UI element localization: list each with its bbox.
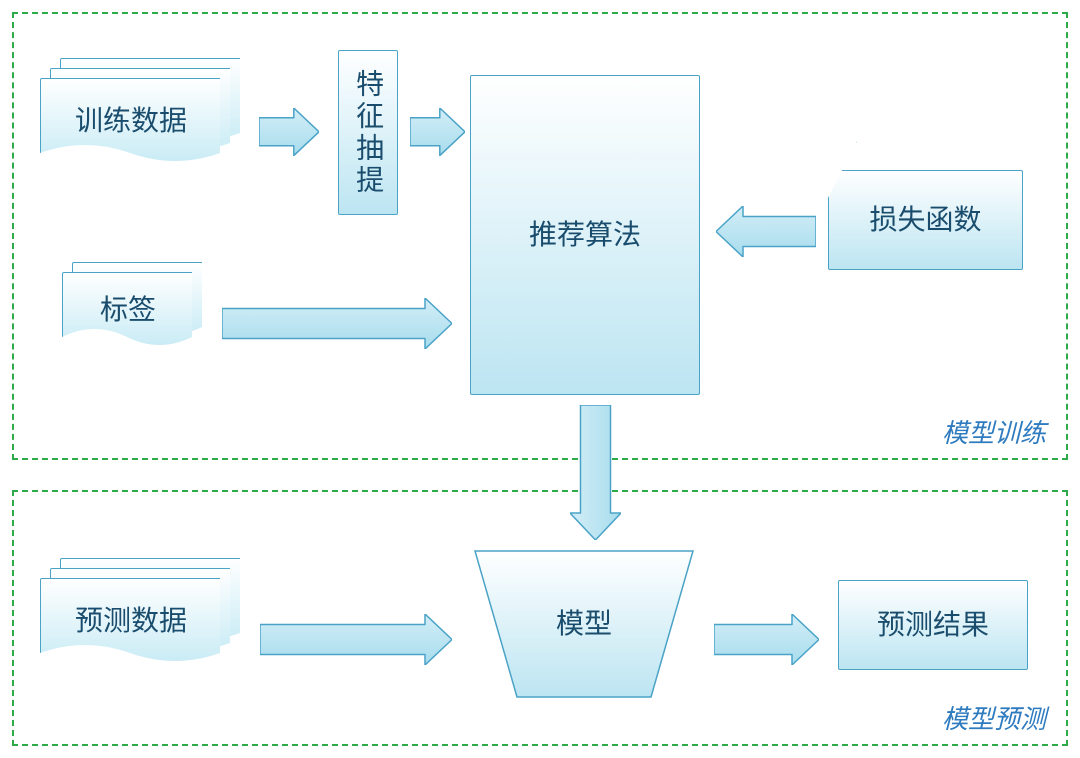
arrow-labels-to-algo: [222, 298, 452, 349]
arrow-loss-to-algo: [716, 206, 816, 257]
node-prediction-result: 预测结果: [838, 580, 1028, 670]
node-prediction-data: 预测数据: [40, 578, 240, 683]
node-feature-extract: 特征抽提: [338, 50, 398, 215]
node-prediction-data-label: 预测数据: [75, 605, 187, 637]
node-recommend-algo: 推荐算法: [470, 75, 700, 395]
node-loss-function: 损失函数: [828, 170, 1023, 270]
arrow-model-to-result: [714, 614, 819, 665]
arrow-preddata-to-model: [260, 614, 452, 665]
node-loss-function-label: 损失函数: [869, 204, 981, 236]
arrow-feature-to-algo: [410, 108, 465, 156]
node-training-data: 训练数据: [40, 78, 240, 183]
node-prediction-result-label: 预测结果: [877, 609, 989, 641]
node-labels-label: 标签: [100, 294, 156, 326]
arrow-training-to-feature: [259, 108, 319, 156]
panel-prediction-label: 模型预测: [942, 699, 1046, 736]
node-model: 模型: [474, 550, 694, 698]
node-labels: 标签: [62, 272, 202, 357]
node-model-label: 模型: [556, 608, 612, 640]
node-feature-extract-label: 特征抽提: [352, 69, 384, 197]
arrow-algo-to-model: [570, 405, 621, 540]
panel-training-label: 模型训练: [942, 413, 1046, 450]
node-training-data-label: 训练数据: [75, 105, 187, 137]
node-recommend-algo-label: 推荐算法: [529, 219, 641, 251]
